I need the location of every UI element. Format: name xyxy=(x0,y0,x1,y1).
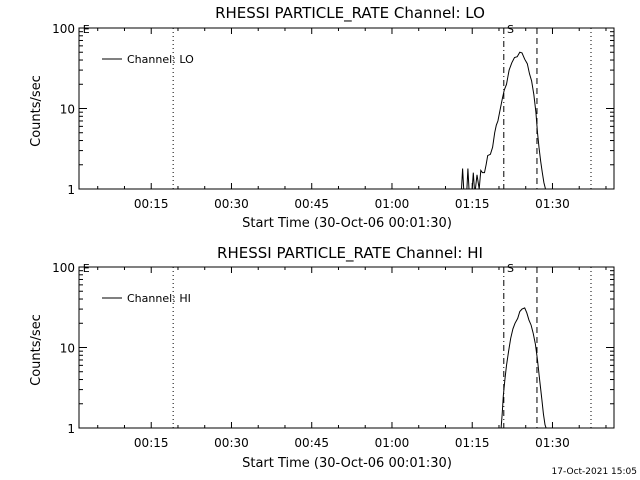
panel-hi-xlabel: Start Time (30-Oct-06 00:01:30) xyxy=(242,456,452,471)
footer-timestamp: 17-Oct-2021 15:05 xyxy=(552,467,637,477)
y-tick-label: 10 xyxy=(60,103,75,117)
panel-lo: RHESSI PARTICLE_RATE Channel: LO Start T… xyxy=(29,4,615,231)
marker-label-e: E xyxy=(83,262,90,275)
x-tick-label: 01:00 xyxy=(375,197,410,211)
x-tick-label: 00:15 xyxy=(134,436,169,450)
panel-hi: RHESSI PARTICLE_RATE Channel: HI Start T… xyxy=(29,244,615,471)
panel-lo-y-ticks: 1 10 100 xyxy=(52,22,614,197)
panel-lo-legend: Channel: LO xyxy=(102,53,194,66)
panel-lo-title: RHESSI PARTICLE_RATE Channel: LO xyxy=(215,4,485,23)
panel-hi-y-ticks: 1 10 100 xyxy=(52,261,614,436)
panel-hi-title: RHESSI PARTICLE_RATE Channel: HI xyxy=(217,244,483,263)
series-line-hi xyxy=(500,307,547,429)
x-tick-label: 00:45 xyxy=(294,197,329,211)
x-tick-label: 01:15 xyxy=(455,197,490,211)
panel-lo-xlabel: Start Time (30-Oct-06 00:01:30) xyxy=(242,216,452,231)
panel-hi-ylabel: Counts/sec xyxy=(29,314,44,386)
series-line-lo xyxy=(461,51,548,190)
x-tick-label: 00:45 xyxy=(294,436,329,450)
y-tick-label: 1 xyxy=(67,422,75,436)
panel-hi-legend: Channel: HI xyxy=(102,292,191,305)
panel-lo-ylabel: Counts/sec xyxy=(29,75,44,147)
x-tick-label: 01:15 xyxy=(455,436,490,450)
panel-lo-x-ticks: 00:15 00:30 00:45 01:00 01:15 01:30 xyxy=(97,28,607,211)
panel-hi-x-ticks: 00:15 00:30 00:45 01:00 01:15 01:30 xyxy=(97,267,607,450)
marker-label-s: S xyxy=(507,262,514,275)
marker-label-s: S xyxy=(507,23,514,36)
y-tick-label: 10 xyxy=(60,342,75,356)
marker-label-e: E xyxy=(83,23,90,36)
y-tick-label: 1 xyxy=(67,183,75,197)
x-tick-label: 00:30 xyxy=(214,197,249,211)
y-tick-label: 100 xyxy=(52,22,75,36)
legend-label: Channel: LO xyxy=(127,53,194,66)
x-tick-label: 00:15 xyxy=(134,197,169,211)
x-tick-label: 01:00 xyxy=(375,436,410,450)
legend-label: Channel: HI xyxy=(127,292,191,305)
y-tick-label: 100 xyxy=(52,261,75,275)
x-tick-label: 01:30 xyxy=(535,436,570,450)
x-tick-label: 01:30 xyxy=(535,197,570,211)
x-tick-label: 00:30 xyxy=(214,436,249,450)
